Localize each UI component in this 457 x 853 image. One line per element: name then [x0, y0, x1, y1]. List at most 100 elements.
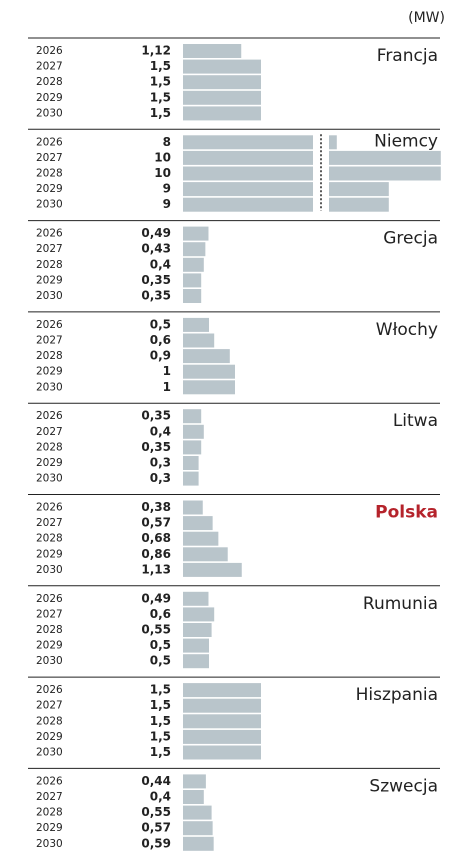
year-label: 2027 — [36, 608, 63, 620]
value-label: 1,5 — [150, 90, 171, 104]
value-label: 10 — [154, 166, 171, 180]
value-label: 0,35 — [141, 440, 171, 454]
year-label: 2028 — [36, 624, 63, 636]
bar-continued — [329, 166, 441, 181]
year-label: 2028 — [36, 259, 63, 271]
year-label: 2029 — [36, 366, 63, 378]
year-label: 2028 — [36, 350, 63, 362]
bar — [183, 273, 202, 288]
bar — [183, 821, 213, 836]
year-label: 2027 — [36, 700, 63, 712]
value-label: 1 — [163, 380, 171, 394]
bar — [183, 745, 261, 760]
bar — [183, 516, 213, 531]
value-label: 0,49 — [141, 226, 171, 240]
value-label: 0,5 — [150, 317, 171, 331]
bar — [183, 774, 206, 789]
year-label: 2027 — [36, 61, 63, 73]
bar — [183, 683, 261, 698]
bar — [183, 380, 235, 395]
value-label: 0,9 — [150, 349, 171, 363]
value-label: 0,4 — [150, 790, 171, 804]
year-label: 2029 — [36, 640, 63, 652]
value-label: 1,13 — [141, 562, 171, 576]
value-label: 1,5 — [150, 714, 171, 728]
country-title: Rumunia — [363, 594, 438, 614]
bar — [183, 654, 209, 669]
bar — [183, 790, 204, 804]
year-label: 2027 — [36, 517, 63, 529]
value-label: 0,55 — [141, 805, 171, 819]
bar — [183, 166, 313, 181]
value-label: 1,5 — [150, 75, 171, 89]
country-title: Hiszpania — [356, 685, 438, 705]
value-label: 10 — [154, 150, 171, 164]
year-label: 2029 — [36, 731, 63, 743]
value-label: 1,5 — [150, 729, 171, 743]
value-label: 0,6 — [150, 607, 171, 621]
value-label: 0,38 — [141, 500, 171, 514]
value-label: 0,6 — [150, 333, 171, 347]
bar-continued — [329, 182, 389, 197]
year-label: 2027 — [36, 152, 63, 164]
bar — [183, 698, 261, 713]
year-label: 2026 — [36, 593, 63, 605]
year-label: 2028 — [36, 76, 63, 88]
year-label: 2027 — [36, 243, 63, 255]
value-label: 1,12 — [141, 44, 171, 58]
year-label: 2028 — [36, 715, 63, 727]
value-label: 9 — [163, 197, 171, 211]
value-label: 0,68 — [141, 531, 171, 545]
value-label: 1,5 — [150, 59, 171, 73]
country-title: Szwecja — [369, 776, 438, 796]
value-label: 0,4 — [150, 424, 171, 438]
value-label: 0,57 — [141, 821, 171, 835]
country-title: Niemcy — [374, 131, 438, 151]
country-title: Włochy — [376, 320, 438, 340]
bar — [183, 364, 235, 379]
bar — [183, 409, 202, 424]
value-label: 0,35 — [141, 289, 171, 303]
year-label: 2030 — [36, 107, 63, 119]
year-label: 2026 — [36, 45, 63, 57]
year-label: 2026 — [36, 684, 63, 696]
bar — [183, 591, 209, 606]
value-label: 0,5 — [150, 654, 171, 668]
bar — [183, 197, 313, 212]
value-label: 9 — [163, 182, 171, 196]
value-label: 0,44 — [141, 774, 171, 788]
year-label: 2030 — [36, 838, 63, 850]
year-label: 2030 — [36, 747, 63, 759]
bar-continued — [329, 197, 389, 212]
value-label: 0,43 — [141, 242, 171, 256]
bar — [183, 242, 206, 257]
bar — [183, 805, 212, 820]
value-label: 0,3 — [150, 456, 171, 470]
value-label: 0,3 — [150, 471, 171, 485]
year-label: 2030 — [36, 564, 63, 576]
bar — [183, 531, 219, 546]
value-label: 8 — [163, 135, 171, 149]
value-label: 1,5 — [150, 683, 171, 697]
bar — [183, 317, 209, 332]
bar — [183, 836, 214, 851]
year-label: 2029 — [36, 183, 63, 195]
value-label: 0,86 — [141, 547, 171, 561]
bar — [183, 562, 242, 577]
bar-continued — [329, 135, 337, 150]
year-label: 2028 — [36, 441, 63, 453]
bar — [183, 471, 199, 486]
value-label: 0,35 — [141, 409, 171, 423]
year-label: 2027 — [36, 335, 63, 347]
year-label: 2030 — [36, 290, 63, 302]
year-label: 2027 — [36, 791, 63, 803]
year-label: 2027 — [36, 426, 63, 438]
bar — [183, 90, 261, 105]
country-title: Polska — [375, 503, 438, 523]
bar — [183, 182, 313, 197]
year-label: 2026 — [36, 136, 63, 148]
value-label: 0,59 — [141, 836, 171, 850]
country-title: Grecja — [383, 229, 438, 249]
year-label: 2030 — [36, 473, 63, 485]
